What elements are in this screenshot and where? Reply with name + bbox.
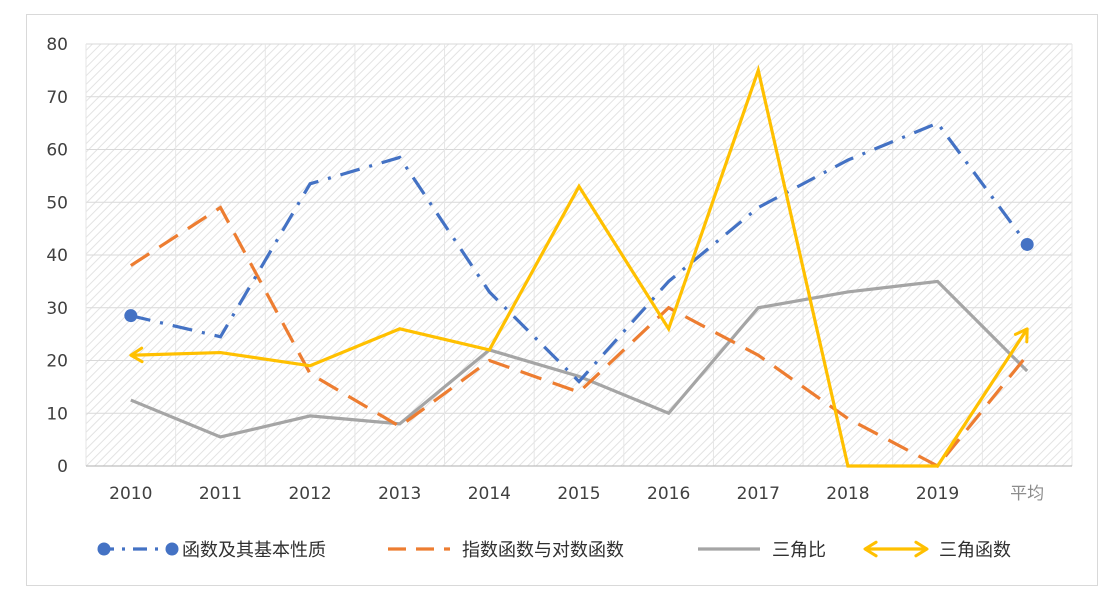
x-tick-label: 2013 (378, 484, 421, 504)
y-tick-label: 20 (46, 352, 68, 372)
x-tick-label: 2014 (468, 484, 511, 504)
legend-item-1: 指数函数与对数函数 (388, 540, 624, 561)
x-tick-label: 2019 (916, 484, 959, 504)
x-tick-label: 2018 (826, 484, 869, 504)
series-0-point (1020, 237, 1034, 251)
y-tick-label: 10 (46, 404, 68, 424)
y-tick-label: 0 (57, 457, 68, 477)
series-0-point (124, 309, 138, 323)
legend-label: 函数及其基本性质 (182, 540, 326, 561)
x-tick-label: 2017 (737, 484, 780, 504)
legend-item-3: 三角函数 (863, 540, 1011, 561)
y-tick-label: 70 (46, 88, 68, 108)
series-3-arrow-start (129, 346, 144, 364)
legend-swatch-marker (165, 542, 179, 556)
x-tick-label: 平均 (1010, 484, 1044, 504)
series-lines (124, 64, 1034, 469)
legend-arrow-end (914, 540, 929, 558)
legend-item-2: 三角比 (698, 540, 826, 561)
legend-label: 三角函数 (939, 540, 1011, 561)
series-3-arrow-end (1013, 327, 1029, 344)
legend-item-0: 函数及其基本性质 (97, 540, 326, 561)
series-2 (130, 279, 1029, 439)
x-tick-label: 2012 (288, 484, 331, 504)
axes: 0 10 20 30 40 50 60 70 80 2010 2011 2012 2013 2014 201… (46, 35, 1072, 504)
y-tick-label: 30 (46, 299, 68, 319)
series-0-line (130, 121, 1029, 384)
series-0 (124, 121, 1034, 384)
y-tick-label: 60 (46, 141, 68, 161)
legend-label: 指数函数与对数函数 (462, 540, 624, 561)
series-3-line (130, 64, 1029, 468)
gridlines (85, 43, 1073, 466)
x-tick-label: 2015 (557, 484, 600, 504)
y-tick-label: 80 (46, 35, 68, 55)
x-tick-label: 2010 (109, 484, 152, 504)
x-tick-label: 2011 (199, 484, 242, 504)
y-tick-label: 50 (46, 193, 68, 213)
legend-arrow-start (863, 540, 878, 558)
legend-label: 三角比 (772, 540, 826, 561)
series-2-line (130, 279, 1029, 439)
x-tick-label: 2016 (647, 484, 690, 504)
series-3 (129, 64, 1029, 468)
legend: 函数及其基本性质 指数函数与对数函数 三角比 三角函数 (97, 540, 1011, 561)
y-tick-label: 40 (46, 246, 68, 266)
legend-swatch-marker (97, 542, 111, 556)
